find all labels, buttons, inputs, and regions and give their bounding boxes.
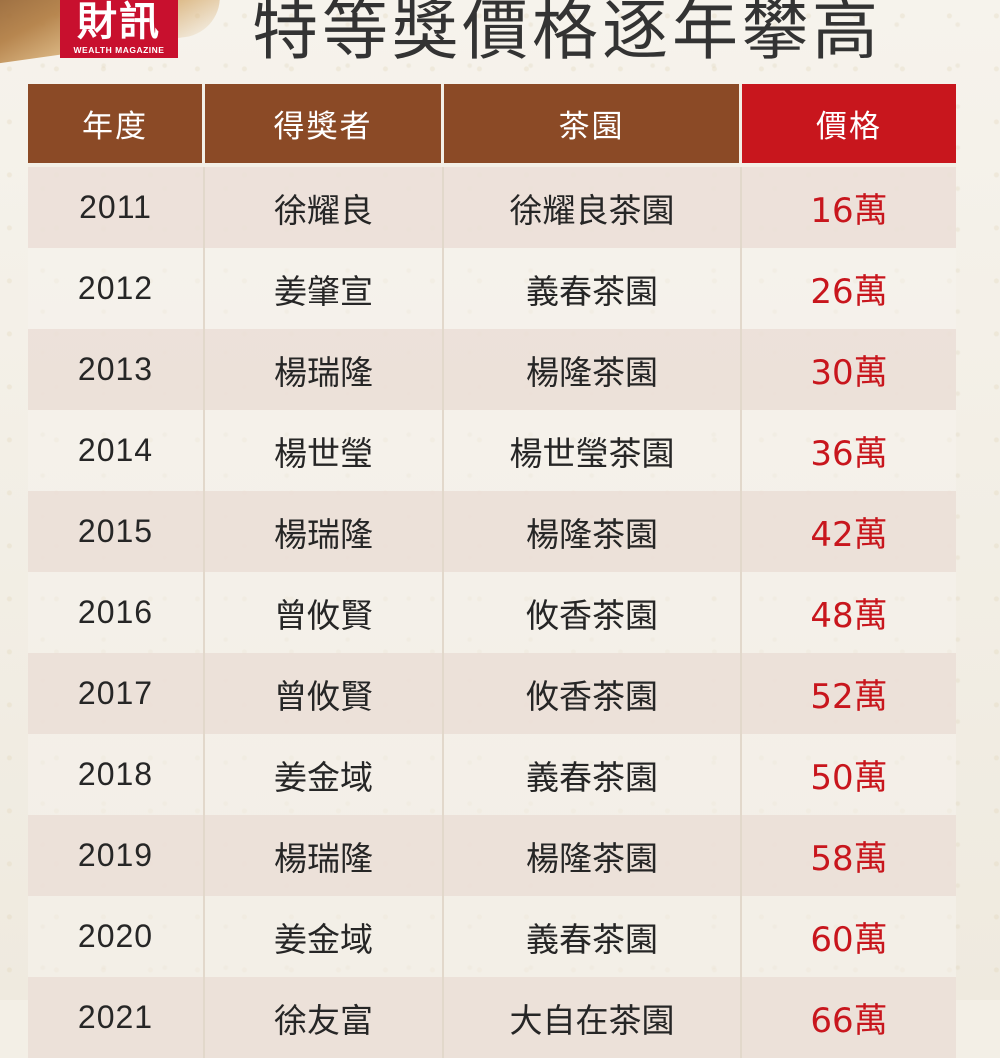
year-cell: 2016 <box>28 572 205 653</box>
price-cell: 36萬 <box>742 410 956 491</box>
table-row: 2014 楊世瑩 楊世瑩茶園 36萬 <box>28 410 956 491</box>
winner-cell: 徐友富 <box>205 977 444 1058</box>
year-cell: 2011 <box>28 167 205 248</box>
page-title: 特等獎價格逐年攀高 <box>252 0 882 69</box>
garden-cell: 義春茶園 <box>444 896 742 977</box>
logo-main-text: 財訊 <box>77 0 161 45</box>
garden-cell: 義春茶園 <box>444 734 742 815</box>
table-row: 2017 曾攸賢 攸香茶園 52萬 <box>28 653 956 734</box>
garden-cell: 攸香茶園 <box>444 572 742 653</box>
winner-cell: 曾攸賢 <box>205 653 444 734</box>
table-row: 2018 姜金域 義春茶園 50萬 <box>28 734 956 815</box>
garden-cell: 楊世瑩茶園 <box>444 410 742 491</box>
header-garden: 茶園 <box>444 84 742 167</box>
table-row: 2015 楊瑞隆 楊隆茶園 42萬 <box>28 491 956 572</box>
year-cell: 2012 <box>28 248 205 329</box>
winner-cell: 曾攸賢 <box>205 572 444 653</box>
garden-cell: 楊隆茶園 <box>444 329 742 410</box>
table-row: 2020 姜金域 義春茶園 60萬 <box>28 896 956 977</box>
table-row: 2019 楊瑞隆 楊隆茶園 58萬 <box>28 815 956 896</box>
table-body: 2011 徐耀良 徐耀良茶園 16萬 2012 姜肇宣 義春茶園 26萬 2013 楊瑞隆 楊隆茶園… <box>28 167 956 1058</box>
winner-cell: 楊瑞隆 <box>205 815 444 896</box>
price-cell: 66萬 <box>742 977 956 1058</box>
year-cell: 2017 <box>28 653 205 734</box>
table-row: 2012 姜肇宣 義春茶園 26萬 <box>28 248 956 329</box>
garden-cell: 楊隆茶園 <box>444 815 742 896</box>
table-row: 2013 楊瑞隆 楊隆茶園 30萬 <box>28 329 956 410</box>
price-cell: 48萬 <box>742 572 956 653</box>
garden-cell: 楊隆茶園 <box>444 491 742 572</box>
header-year: 年度 <box>28 84 205 167</box>
table-row: 2016 曾攸賢 攸香茶園 48萬 <box>28 572 956 653</box>
winner-cell: 姜肇宣 <box>205 248 444 329</box>
year-cell: 2015 <box>28 491 205 572</box>
garden-cell: 徐耀良茶園 <box>444 167 742 248</box>
winner-cell: 楊世瑩 <box>205 410 444 491</box>
winner-cell: 姜金域 <box>205 734 444 815</box>
price-cell: 42萬 <box>742 491 956 572</box>
year-cell: 2020 <box>28 896 205 977</box>
price-cell: 58萬 <box>742 815 956 896</box>
price-cell: 30萬 <box>742 329 956 410</box>
year-cell: 2018 <box>28 734 205 815</box>
winner-cell: 徐耀良 <box>205 167 444 248</box>
price-cell: 50萬 <box>742 734 956 815</box>
winner-cell: 楊瑞隆 <box>205 491 444 572</box>
table-row: 2021 徐友富 大自在茶園 66萬 <box>28 977 956 1058</box>
year-cell: 2014 <box>28 410 205 491</box>
price-cell: 52萬 <box>742 653 956 734</box>
price-table: 年度 得獎者 茶園 價格 2011 徐耀良 徐耀良茶園 16萬 2012 姜肇宣 義春茶園 2… <box>28 84 956 1058</box>
table-row: 2011 徐耀良 徐耀良茶園 16萬 <box>28 167 956 248</box>
price-cell: 26萬 <box>742 248 956 329</box>
table-header-row: 年度 得獎者 茶園 價格 <box>28 84 956 167</box>
garden-cell: 大自在茶園 <box>444 977 742 1058</box>
price-cell: 60萬 <box>742 896 956 977</box>
winner-cell: 楊瑞隆 <box>205 329 444 410</box>
garden-cell: 攸香茶園 <box>444 653 742 734</box>
garden-cell: 義春茶園 <box>444 248 742 329</box>
year-cell: 2021 <box>28 977 205 1058</box>
logo-sub-text: WEALTH MAGAZINE <box>73 45 165 55</box>
winner-cell: 姜金域 <box>205 896 444 977</box>
price-cell: 16萬 <box>742 167 956 248</box>
header-price: 價格 <box>742 84 956 167</box>
year-cell: 2013 <box>28 329 205 410</box>
magazine-logo: 財訊 WEALTH MAGAZINE <box>60 0 178 58</box>
year-cell: 2019 <box>28 815 205 896</box>
header-winner: 得獎者 <box>205 84 444 167</box>
